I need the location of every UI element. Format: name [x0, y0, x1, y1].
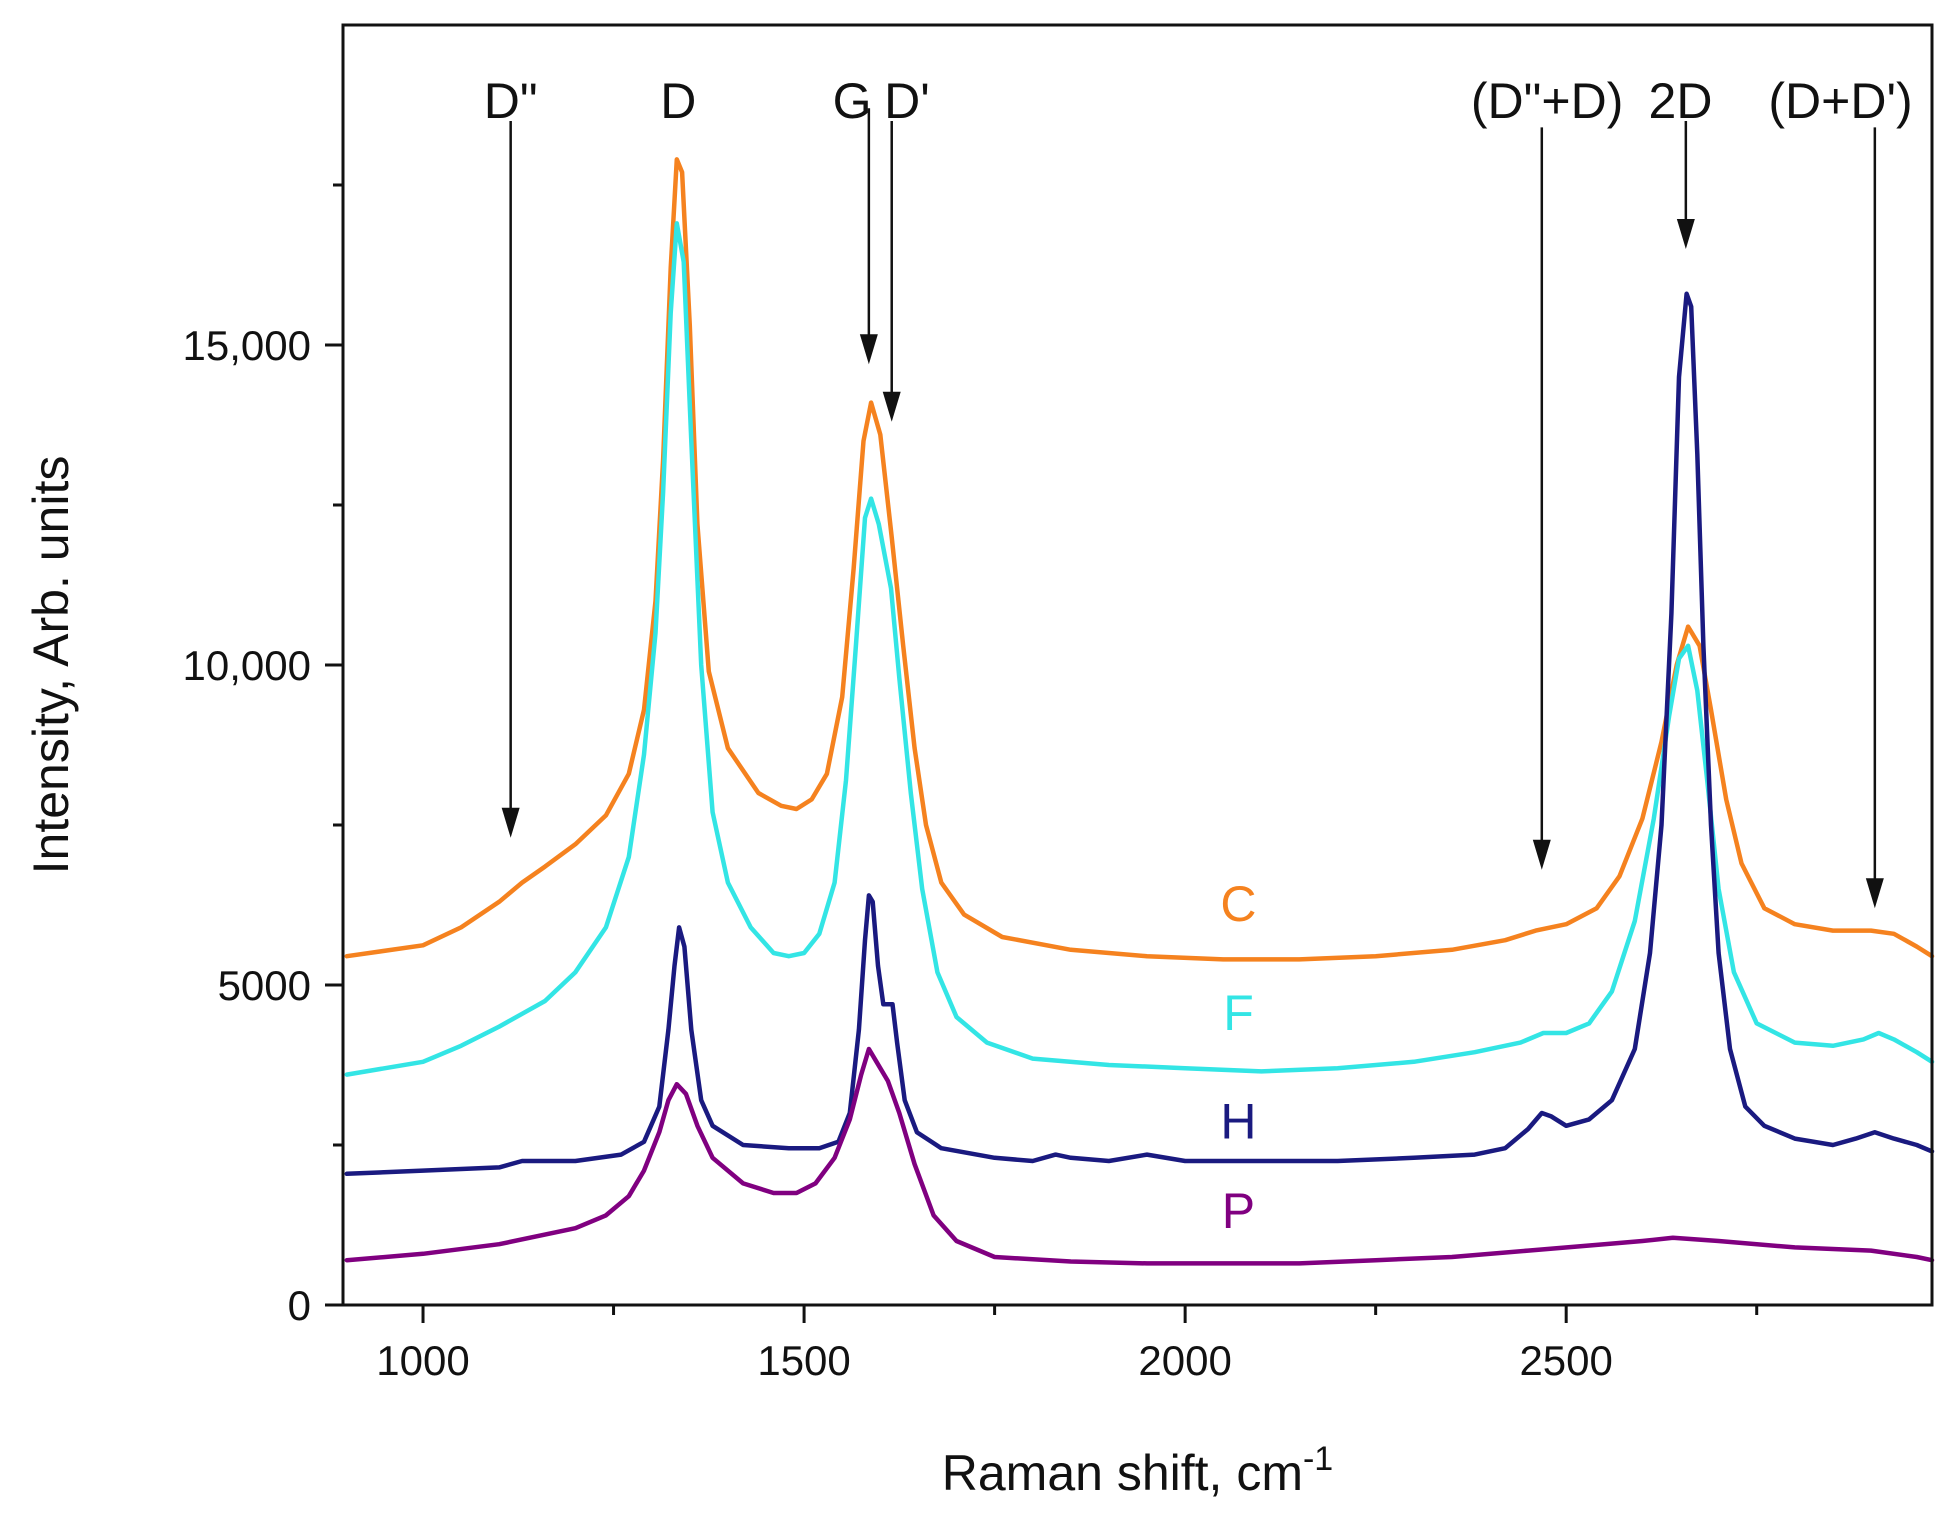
x-axis-title: Raman shift, cm-1: [942, 1440, 1333, 1501]
series-label-C: C: [1220, 876, 1256, 932]
y-axis-title: Intensity, Arb. units: [23, 456, 79, 875]
x-tick-label: 2000: [1138, 1337, 1231, 1384]
series-layer: [344, 157, 1935, 1266]
annotation-layer: D" D G D' (D"+D) 2D (D+D'): [484, 73, 1913, 909]
x-tick-label: 1000: [376, 1337, 469, 1384]
peak-arrow-head: [882, 391, 901, 422]
series-label-P: P: [1222, 1183, 1255, 1239]
series-line-P: [344, 1046, 1935, 1266]
x-tick-label: 2500: [1519, 1337, 1612, 1384]
peak-label: (D"+D): [1471, 73, 1623, 129]
peak-label: D": [484, 73, 538, 129]
peak-label: G: [833, 73, 872, 129]
y-tick-label: 15,000: [183, 322, 311, 369]
y-tick-label: 5000: [218, 962, 311, 1009]
peak-label: (D+D'): [1768, 73, 1912, 129]
peak-label: D': [884, 73, 930, 129]
tick-layer: 1000 1500 2000 2500 0 5000 10,000 15,000: [183, 183, 1759, 1384]
peak-arrow-head: [859, 334, 878, 365]
peak-arrow-head: [1865, 878, 1884, 909]
y-tick-label: 10,000: [183, 642, 311, 689]
peak-arrow-head: [1532, 839, 1551, 870]
series-label-F: F: [1223, 985, 1254, 1041]
series-label-H: H: [1220, 1094, 1256, 1150]
peak-label: 2D: [1649, 73, 1713, 129]
y-tick-label: 0: [288, 1282, 311, 1329]
x-axis-title-main: Raman shift, cm: [942, 1445, 1303, 1501]
peak-arrow-head: [1676, 219, 1695, 249]
series-line-F: [344, 221, 1935, 1077]
x-tick-label: 1500: [757, 1337, 850, 1384]
peak-label: D: [660, 73, 696, 129]
series-line-H: [344, 291, 1935, 1177]
peak-arrow-head: [501, 807, 520, 838]
x-axis-title-superscript: -1: [1303, 1440, 1333, 1478]
